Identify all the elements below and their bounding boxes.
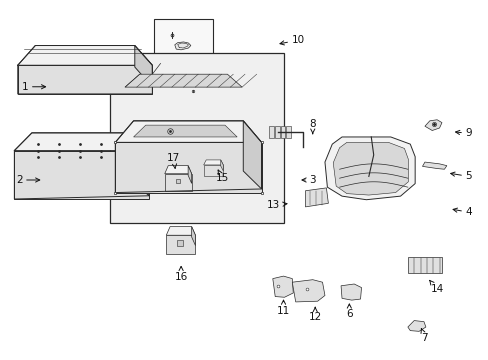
Text: 8: 8 bbox=[309, 120, 315, 134]
Polygon shape bbox=[133, 125, 237, 137]
Polygon shape bbox=[115, 142, 261, 193]
Polygon shape bbox=[340, 284, 361, 300]
Polygon shape bbox=[422, 162, 446, 169]
Polygon shape bbox=[332, 142, 407, 195]
Text: 11: 11 bbox=[276, 300, 289, 316]
Text: 5: 5 bbox=[450, 171, 471, 181]
Text: 7: 7 bbox=[420, 329, 427, 343]
Bar bbox=[154, 19, 212, 58]
Polygon shape bbox=[174, 42, 190, 50]
Polygon shape bbox=[14, 133, 149, 150]
Polygon shape bbox=[18, 65, 152, 94]
Bar bbox=[274, 126, 279, 138]
Polygon shape bbox=[166, 226, 195, 235]
Text: 17: 17 bbox=[167, 153, 180, 168]
Bar bbox=[110, 53, 283, 223]
Polygon shape bbox=[131, 133, 149, 196]
Polygon shape bbox=[424, 120, 441, 131]
Polygon shape bbox=[407, 320, 425, 331]
Polygon shape bbox=[188, 166, 191, 183]
Bar bbox=[280, 126, 285, 138]
Polygon shape bbox=[115, 121, 261, 142]
Polygon shape bbox=[18, 45, 152, 65]
Polygon shape bbox=[203, 165, 223, 176]
Polygon shape bbox=[14, 150, 149, 199]
Text: 4: 4 bbox=[452, 207, 471, 217]
Polygon shape bbox=[272, 276, 293, 297]
Polygon shape bbox=[292, 280, 325, 302]
Text: 2: 2 bbox=[16, 175, 40, 185]
Polygon shape bbox=[164, 166, 191, 174]
Polygon shape bbox=[305, 188, 328, 207]
Text: 1: 1 bbox=[22, 82, 45, 92]
Text: 15: 15 bbox=[216, 170, 229, 183]
Polygon shape bbox=[325, 137, 414, 200]
Polygon shape bbox=[135, 45, 152, 87]
Polygon shape bbox=[203, 160, 223, 165]
Text: 3: 3 bbox=[302, 175, 315, 185]
Polygon shape bbox=[191, 226, 195, 246]
Text: 16: 16 bbox=[174, 266, 187, 282]
Polygon shape bbox=[164, 174, 191, 192]
Text: 6: 6 bbox=[346, 304, 352, 319]
Polygon shape bbox=[166, 235, 195, 254]
Bar bbox=[286, 126, 291, 138]
Bar bbox=[268, 126, 273, 138]
Text: 13: 13 bbox=[266, 200, 286, 210]
Polygon shape bbox=[220, 160, 223, 171]
Text: 9: 9 bbox=[455, 129, 471, 138]
Text: 14: 14 bbox=[429, 280, 443, 294]
Text: 10: 10 bbox=[280, 35, 304, 45]
Text: 12: 12 bbox=[308, 307, 321, 322]
Polygon shape bbox=[125, 74, 242, 87]
Polygon shape bbox=[243, 121, 261, 189]
Polygon shape bbox=[407, 257, 441, 273]
